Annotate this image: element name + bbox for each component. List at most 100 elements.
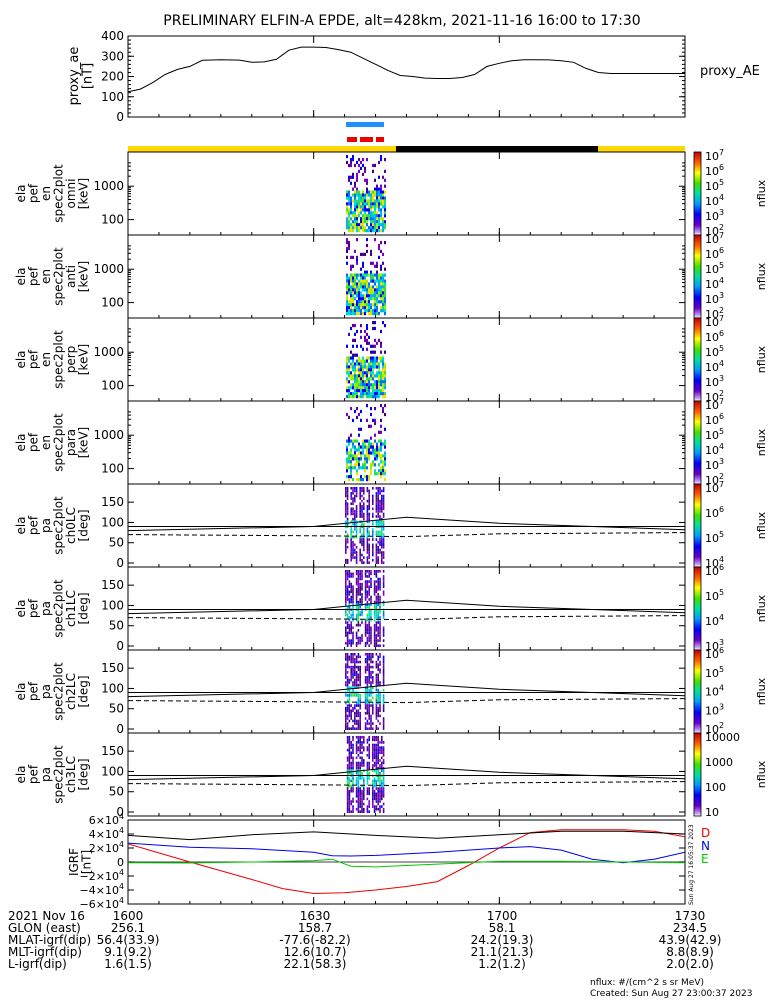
pa-0-cbar-label: nflux bbox=[755, 511, 768, 539]
pa-1-cell bbox=[373, 580, 376, 583]
pa-0-cell bbox=[368, 512, 370, 516]
pa-0-cell bbox=[355, 558, 358, 562]
energy-0-cell bbox=[352, 155, 354, 159]
pa-1-cell bbox=[357, 600, 360, 604]
energy-0-cell bbox=[376, 187, 378, 191]
pa-1-cell bbox=[366, 639, 369, 642]
pa-3-cell bbox=[375, 736, 378, 739]
energy-1-cell bbox=[368, 291, 370, 295]
pa-1-cell bbox=[379, 621, 381, 624]
pa-3-cell bbox=[381, 756, 383, 760]
pa-2-cell bbox=[346, 663, 349, 666]
energy-0-cell bbox=[352, 187, 354, 191]
pa-1-cell bbox=[366, 603, 369, 606]
pa-0-cell bbox=[382, 515, 385, 518]
pa-2-cell bbox=[350, 668, 352, 671]
energy-0-cell bbox=[350, 226, 352, 230]
pa-3-cell bbox=[359, 766, 361, 770]
pa-2-cell bbox=[375, 676, 378, 679]
pa-2-cell bbox=[345, 694, 347, 697]
pa-2-cell bbox=[366, 704, 369, 707]
pa-0-cell bbox=[352, 556, 354, 559]
energy-1-cell bbox=[356, 273, 358, 277]
pa-3-cell bbox=[375, 769, 378, 772]
pa-0-cell bbox=[359, 538, 361, 541]
pa-0-cell bbox=[377, 492, 379, 495]
energy-2-cell bbox=[384, 374, 386, 378]
energy-3-cell bbox=[380, 472, 382, 476]
energy-0-cell bbox=[384, 178, 386, 182]
energy-3-cell bbox=[366, 451, 368, 455]
ae-ylabel-line-1: [nT] bbox=[80, 63, 95, 89]
pa-2-cell bbox=[357, 665, 360, 669]
pa-3-cell bbox=[381, 738, 383, 742]
energy-0-cell bbox=[354, 217, 356, 221]
energy-3-cell bbox=[358, 466, 360, 470]
energy-2-cell bbox=[356, 368, 358, 372]
pa-0-cell bbox=[363, 543, 365, 547]
energy-3-cell bbox=[384, 469, 386, 473]
pa-0-cell bbox=[382, 546, 385, 549]
energy-2-cell bbox=[346, 359, 348, 363]
energy-2-cell bbox=[352, 386, 354, 390]
energy-2-cell bbox=[384, 392, 386, 396]
pa-panel-frame-0 bbox=[127, 483, 686, 568]
energy-3-cell bbox=[346, 460, 348, 464]
energy-2-cell bbox=[364, 359, 366, 363]
pa-2-cell bbox=[364, 701, 367, 705]
pa-2-cell bbox=[352, 688, 354, 692]
energy-1-cell bbox=[364, 300, 366, 304]
pa-0-cell bbox=[352, 489, 354, 493]
pa-3-cell bbox=[375, 746, 378, 749]
pa-3-cell bbox=[363, 807, 365, 811]
pa-3-cell bbox=[359, 805, 361, 808]
pa-0-cell bbox=[346, 487, 349, 490]
energy-2-cell bbox=[360, 359, 362, 363]
pa-2-cell bbox=[377, 663, 379, 666]
pa-3-cell bbox=[368, 771, 370, 775]
energy-1-cell bbox=[360, 303, 362, 307]
pa-2-cell bbox=[354, 712, 356, 715]
pa-0-cell bbox=[368, 515, 370, 518]
energy-0-cell bbox=[372, 169, 374, 173]
pa-3-cell bbox=[350, 810, 352, 813]
pa-1-cell bbox=[377, 611, 379, 614]
pa-1-cell bbox=[361, 636, 363, 640]
pa-1-cell bbox=[370, 600, 372, 604]
energy-2-cell bbox=[358, 380, 360, 384]
energy-0-cell bbox=[376, 220, 378, 224]
energy-0-cell bbox=[370, 223, 372, 227]
igrf-legend-N: N bbox=[701, 839, 710, 853]
energy-1-cell bbox=[348, 279, 350, 283]
pa-0-cell bbox=[372, 548, 374, 552]
pa-3-cell bbox=[346, 795, 349, 798]
pa-1-cell bbox=[357, 582, 360, 586]
pa-2-cell bbox=[345, 727, 347, 730]
pa-1-cell bbox=[355, 593, 358, 596]
igrf-ytick-label-6: −6×104 bbox=[80, 896, 124, 911]
science-zone-blue-bar bbox=[346, 122, 384, 127]
pa-1-cell bbox=[375, 616, 378, 619]
energy-0-cell bbox=[380, 196, 382, 200]
energy-0-ylabel-line-3: spec2plot bbox=[51, 164, 65, 223]
pa-1-cell bbox=[350, 641, 352, 645]
pa-3-cell bbox=[373, 751, 376, 754]
energy-0-cell bbox=[372, 229, 374, 233]
pa-2-cell bbox=[368, 712, 370, 715]
energy-panel-2: 1000100elapefenspec2plotperp[keV]1071061… bbox=[14, 314, 768, 404]
energy-0-cell bbox=[368, 193, 370, 197]
pa-3-cell bbox=[361, 746, 363, 749]
energy-1-ylabel-line-0: ela bbox=[14, 267, 28, 285]
energy-2-cell bbox=[360, 335, 362, 339]
pa-2-cell bbox=[379, 722, 381, 725]
energy-3-cell bbox=[380, 404, 382, 408]
pa-2-cell bbox=[377, 712, 379, 715]
ephem-cell-1-3: 234.5 bbox=[673, 921, 707, 935]
pa-0-cell bbox=[382, 494, 385, 498]
energy-0-cell bbox=[352, 214, 354, 218]
pa-2-cell bbox=[350, 658, 352, 661]
pa-2-cell bbox=[364, 694, 367, 697]
pa-2-cell bbox=[377, 681, 379, 684]
energy-2-cbar-tick-5: 102 bbox=[705, 389, 724, 404]
energy-2-cell bbox=[362, 383, 364, 387]
